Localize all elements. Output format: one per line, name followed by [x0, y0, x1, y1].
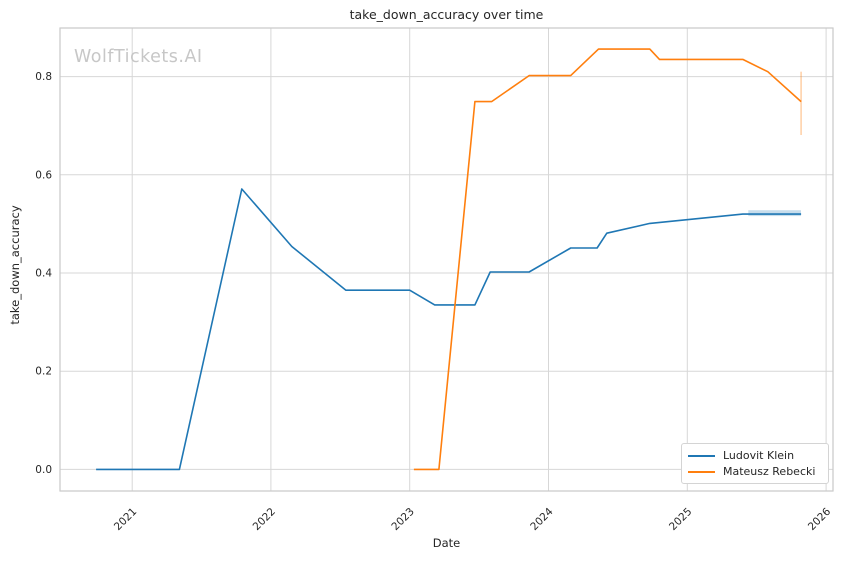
svg-text:2025: 2025 [667, 506, 694, 533]
legend-line-swatch-icon [688, 470, 715, 473]
svg-text:0.4: 0.4 [35, 268, 52, 280]
chart-title: take_down_accuracy over time [349, 7, 544, 22]
x-axis-label: Date [432, 536, 461, 550]
legend-label: Mateusz Rebecki [723, 465, 816, 478]
svg-text:2023: 2023 [389, 506, 416, 533]
svg-text:0.6: 0.6 [35, 169, 52, 181]
legend-line-swatch-icon [688, 454, 715, 457]
svg-text:2022: 2022 [251, 506, 278, 533]
legend-item: Mateusz Rebecki [688, 465, 822, 478]
watermark: WolfTickets.AI [74, 47, 203, 67]
svg-text:2024: 2024 [528, 505, 556, 533]
svg-text:2026: 2026 [806, 505, 834, 533]
svg-text:2021: 2021 [112, 506, 139, 533]
legend-item: Ludovit Klein [688, 449, 822, 462]
y-axis-label: take_down_accuracy [8, 205, 22, 325]
legend: Ludovit Klein Mateusz Rebecki [681, 443, 829, 484]
svg-text:0.0: 0.0 [35, 464, 52, 476]
svg-text:0.2: 0.2 [35, 366, 52, 378]
legend-label: Ludovit Klein [723, 449, 795, 462]
svg-text:0.8: 0.8 [35, 71, 52, 83]
